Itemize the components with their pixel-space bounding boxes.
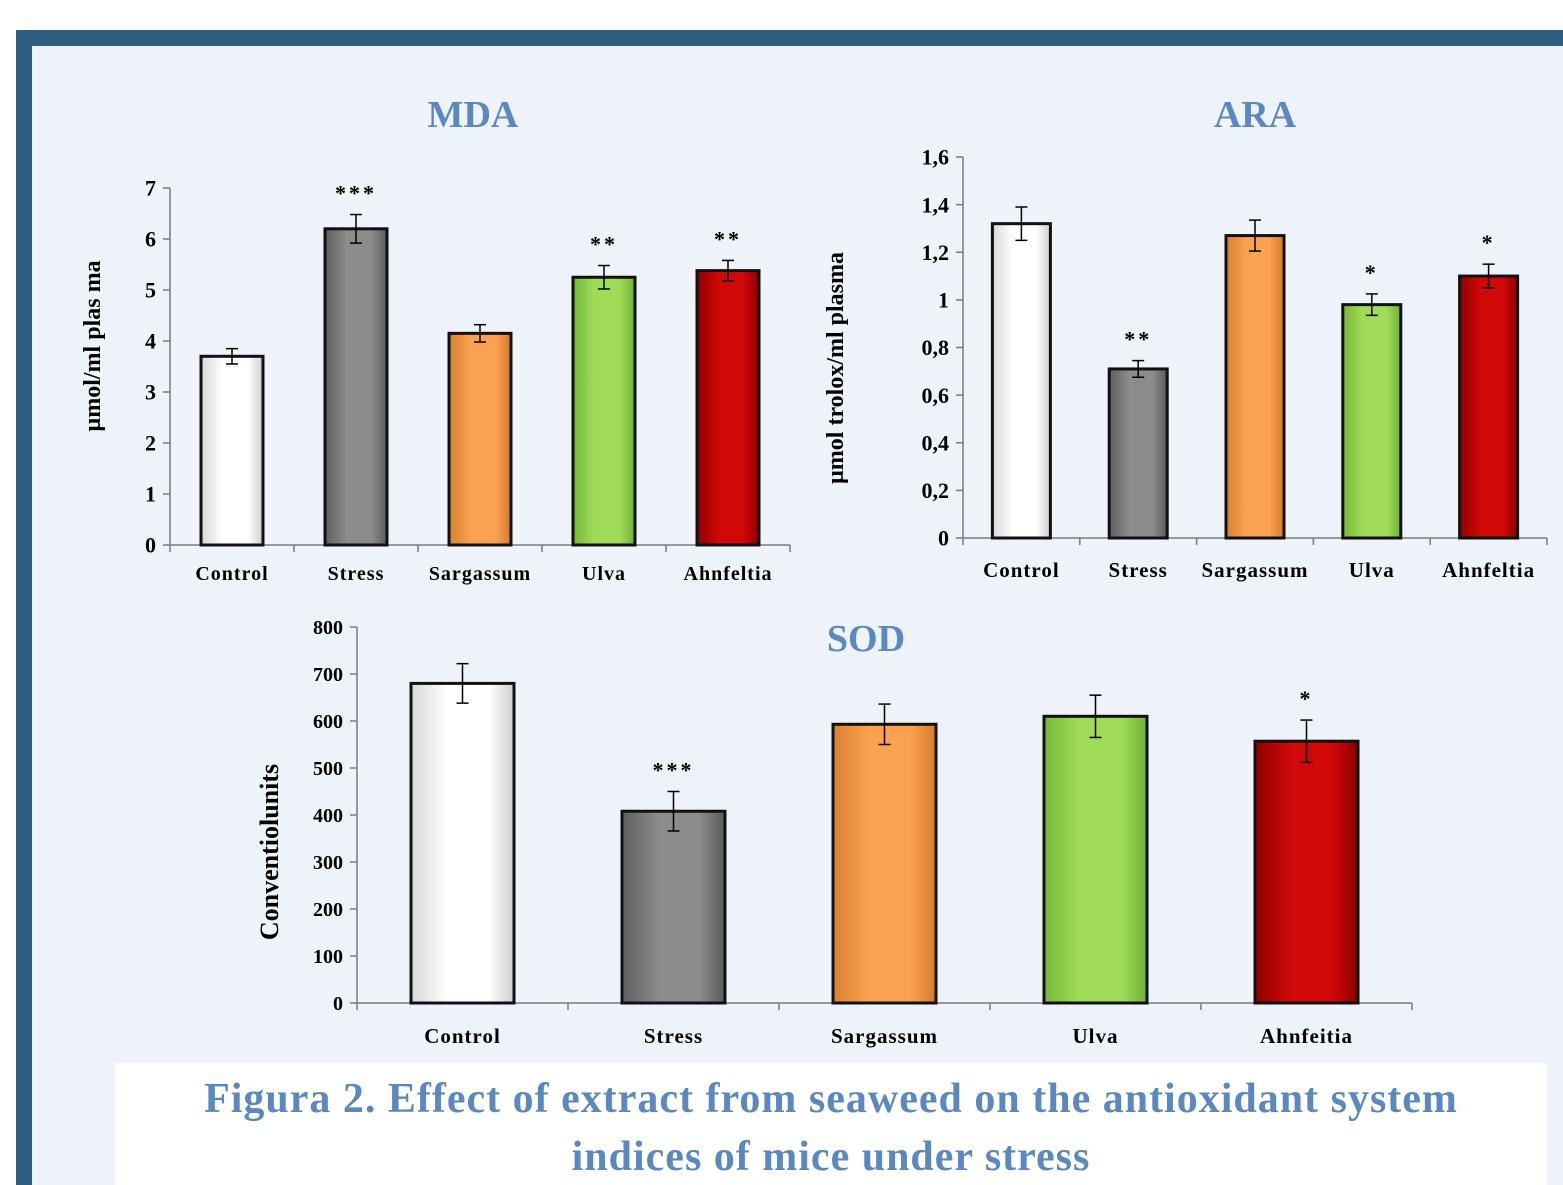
figure-caption: Figura 2. Effect of extract from seaweed… (115, 1063, 1547, 1185)
category-label: Sargassum (429, 563, 531, 585)
bar-ahnfeltia (695, 269, 761, 547)
y-tick-label: 1,2 (922, 240, 950, 265)
category-label: Control (424, 1024, 501, 1048)
category-label: Ulva (1349, 558, 1395, 582)
y-tick-label: 4 (145, 329, 156, 354)
significance-marker: * (1482, 230, 1496, 255)
y-tick-label: 500 (313, 758, 343, 780)
y-tick-label: 0,8 (922, 335, 950, 360)
y-tick-label: 0,4 (922, 430, 950, 455)
y-tick-label: 1,6 (922, 145, 950, 170)
y-axis-label: Conventiolunits (255, 764, 284, 940)
ara-chart: ARA µmol trolox/ml plasma 0 0,2 0,4 0,6 0,8 1 1,… (823, 94, 1548, 582)
significance-marker: * (1300, 686, 1314, 711)
y-tick-label: 2 (145, 431, 156, 456)
category-label: Ahnfeltia (684, 563, 773, 585)
bar-stress (1107, 367, 1169, 540)
y-tick-label: 0,6 (922, 383, 950, 408)
bar-ahnfeltia (1253, 739, 1360, 1005)
category-label: Stress (328, 563, 385, 585)
y-tick-label: 800 (313, 617, 343, 639)
y-axis-label: µmol trolox/ml plasma (823, 252, 849, 484)
y-tick-label: 0 (333, 993, 343, 1015)
y-axis-label: µmol/ml plas ma (80, 260, 106, 431)
y-tick-label: 100 (313, 946, 343, 968)
bar-ahnfeltia (1458, 274, 1520, 540)
category-label: Sargassum (831, 1024, 938, 1048)
y-tick-label: 200 (313, 899, 343, 921)
bar-sargassum (831, 722, 938, 1005)
significance-marker: *** (653, 758, 695, 783)
y-tick-label: 0 (938, 526, 949, 551)
category-label: Ahnfeltia (1442, 558, 1535, 582)
caption-line-1: Figura 2. Effect of extract from seaweed… (204, 1076, 1458, 1122)
y-tick-label: 1 (938, 288, 949, 313)
category-label: Control (983, 558, 1060, 582)
category-label: Stress (1109, 558, 1168, 582)
significance-marker: ** (714, 226, 742, 251)
significance-marker: ** (1124, 327, 1152, 352)
bar-ulva (571, 275, 637, 547)
y-tick-label: 400 (313, 805, 343, 827)
bar-ulva (1341, 303, 1403, 540)
category-label: Ulva (582, 563, 626, 585)
sod-chart: SOD Conventiolunits 0 100 200 300 400 500 600 700… (255, 617, 1413, 1048)
y-tick-label: 6 (145, 227, 156, 252)
y-tick-label: 5 (145, 278, 156, 303)
y-tick-label: 600 (313, 711, 343, 733)
y-tick-label: 0 (145, 533, 156, 558)
y-tick-label: 1 (145, 482, 156, 507)
mda-chart: MDA µmol/ml plas ma 0 1 2 3 4 5 6 7 Control *** Stre… (80, 94, 791, 585)
bar-control (199, 354, 265, 547)
bar-stress (323, 227, 389, 547)
y-tick-label: 7 (145, 176, 156, 201)
category-label: Ahnfeitia (1260, 1024, 1353, 1048)
chart-title: ARA (1214, 94, 1297, 136)
y-tick-label: 0,2 (922, 478, 950, 503)
chart-title: MDA (428, 94, 519, 136)
bar-control (990, 222, 1052, 540)
category-label: Control (195, 563, 268, 585)
bar-ulva (1042, 714, 1149, 1005)
bar-sargassum (1224, 234, 1286, 540)
category-label: Ulva (1073, 1024, 1119, 1048)
significance-marker: * (1365, 260, 1379, 285)
caption-line-2: indices of mice under stress (571, 1134, 1091, 1180)
bar-control (409, 681, 516, 1005)
significance-marker: *** (335, 181, 377, 206)
y-tick-label: 300 (313, 852, 343, 874)
category-label: Stress (644, 1024, 703, 1048)
category-label: Sargassum (1201, 558, 1308, 582)
bar-sargassum (447, 331, 513, 547)
y-tick-label: 700 (313, 664, 343, 686)
y-tick-label: 1,4 (922, 192, 950, 217)
chart-title: SOD (827, 618, 905, 660)
bar-stress (620, 809, 727, 1005)
y-tick-label: 3 (145, 380, 156, 405)
significance-marker: ** (590, 232, 618, 257)
